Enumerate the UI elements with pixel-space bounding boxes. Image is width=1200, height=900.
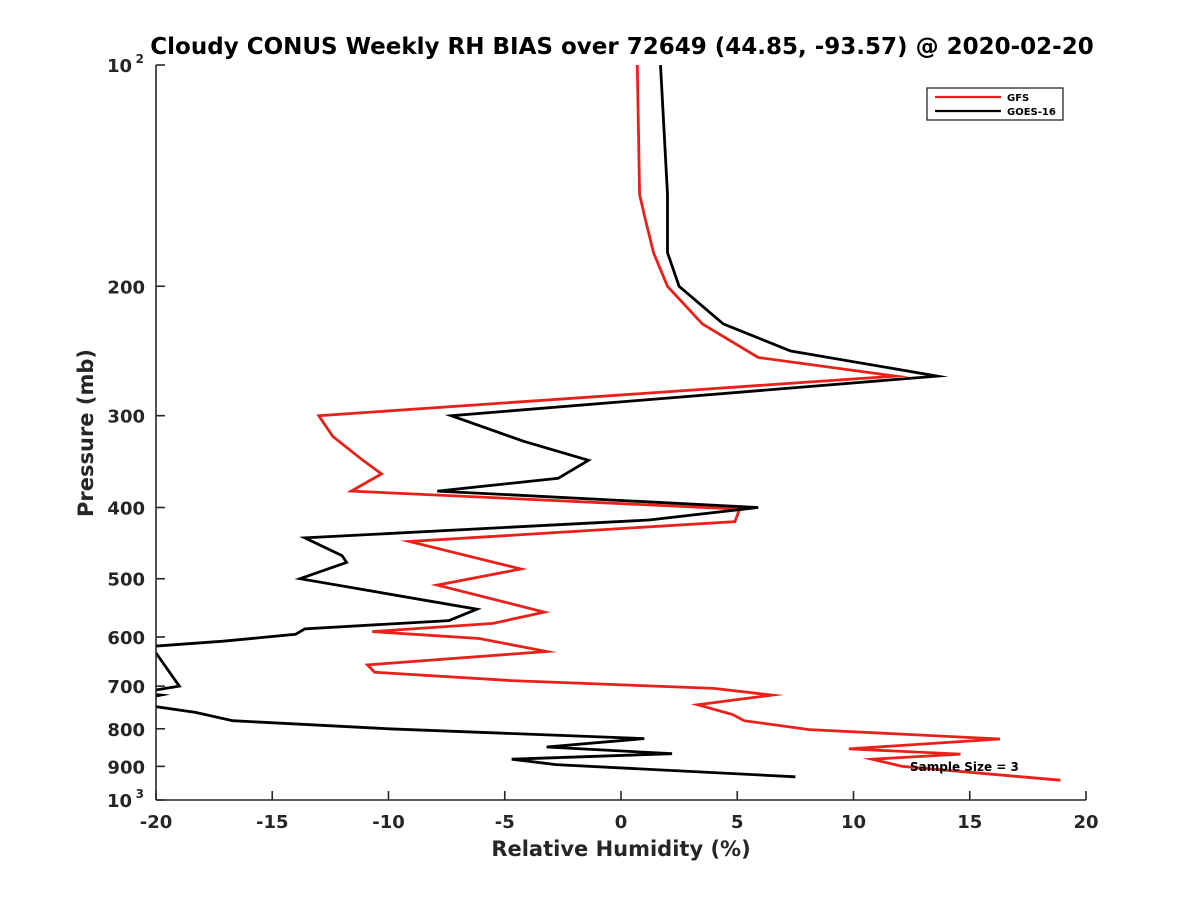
y-tick-label: 600 <box>107 628 145 649</box>
x-tick-label: -5 <box>495 812 515 833</box>
y-tick-label: 200 <box>107 277 145 298</box>
y-tick-exponent: 3 <box>136 787 144 801</box>
x-axis-label: Relative Humidity (%) <box>491 837 750 861</box>
y-tick-label: 10 <box>107 56 132 77</box>
legend-label-goes16: GOES-16 <box>1007 107 1056 118</box>
legend: GFS GOES-16 <box>926 87 1064 121</box>
y-tick-label: 800 <box>107 720 145 741</box>
x-tick-label: 5 <box>731 812 744 833</box>
legend-label-gfs: GFS <box>1007 93 1029 104</box>
series-layer <box>156 65 1061 782</box>
x-axis-ticks: -20 -15 -10 -5 0 5 10 15 20 <box>140 791 1099 833</box>
x-tick-label: -15 <box>256 812 289 833</box>
y-tick-label: 700 <box>107 677 145 698</box>
y-axis-label: Pressure (mb) <box>74 349 98 517</box>
x-tick-label: -10 <box>372 812 405 833</box>
plot-background <box>156 65 1086 800</box>
y-tick-exponent: 2 <box>136 52 144 66</box>
series-line-gfs <box>316 65 1061 782</box>
y-tick-label: 300 <box>107 407 145 428</box>
series-line-goes16 <box>156 65 949 779</box>
x-tick-label: 10 <box>841 812 866 833</box>
y-axis-ticks: 10 2 200 300 400 500 600 700 800 900 10 3 <box>107 52 165 812</box>
sample-size-annotation: Sample Size = 3 <box>910 760 1019 774</box>
y-tick-label: 500 <box>107 570 145 591</box>
legend-box <box>926 87 1064 121</box>
x-tick-label: 20 <box>1073 812 1098 833</box>
x-tick-label: 15 <box>957 812 982 833</box>
plot-area: -20 -15 -10 -5 0 5 10 15 20 10 2 200 300 400 500 600 70… <box>107 52 1099 833</box>
x-tick-label: 0 <box>615 812 628 833</box>
y-tick-label: 900 <box>107 757 145 778</box>
x-tick-label: -20 <box>140 812 173 833</box>
y-tick-label: 400 <box>107 499 145 520</box>
chart-title: Cloudy CONUS Weekly RH BIAS over 72649 (… <box>150 34 1093 60</box>
y-tick-label: 10 <box>107 791 132 812</box>
